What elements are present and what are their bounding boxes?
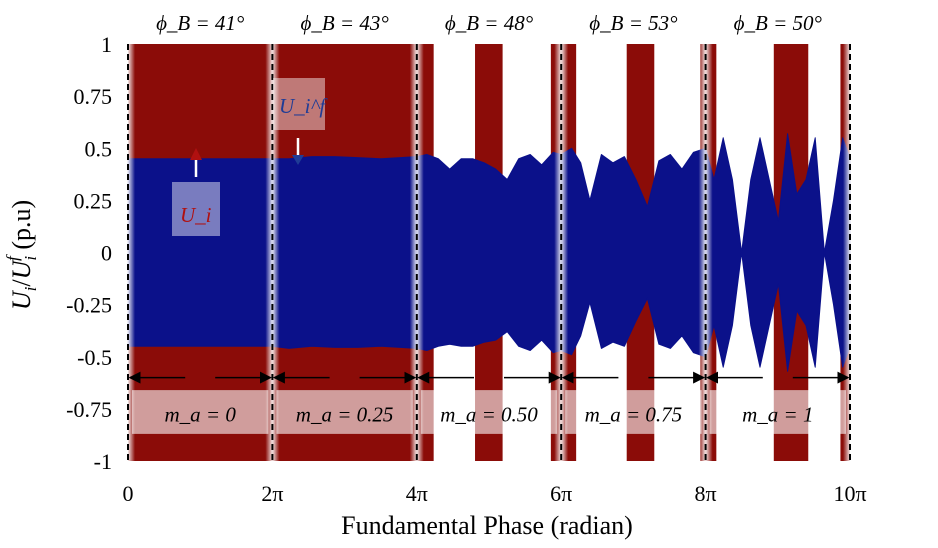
x-tick-label-5: 10π <box>833 481 866 506</box>
boundary-glow-l-3-0 <box>554 44 562 461</box>
boundary-glow-l-0-0 <box>121 44 128 461</box>
boundary-glow-r-3-0 <box>561 44 569 461</box>
uif-envelope <box>127 133 851 372</box>
x-axis-ticks: 0 2π 4π 6π 8π 10π <box>123 481 867 506</box>
uif-annotation: U_i^f <box>279 94 328 118</box>
y-axis-title: Ui/Uif (p.u) <box>3 200 40 310</box>
phi-label-4: ϕ_B = 50° <box>734 11 823 35</box>
y-tick-label-2: 0.5 <box>85 136 113 161</box>
phi-label-0: ϕ_B = 41° <box>156 11 245 35</box>
ma-label-3: m_a = 0.75 <box>585 402 683 426</box>
uif-arrow-head <box>292 155 304 165</box>
boundary-glow-r-4-1 <box>849 44 857 461</box>
phi-label-1: ϕ_B = 43° <box>300 11 389 35</box>
ma-box-1 <box>276 390 413 434</box>
boundary-glow-l-2-0 <box>409 44 417 461</box>
x-tick-label-1: 2π <box>261 481 283 506</box>
x-tick-label-3: 6π <box>550 481 572 506</box>
phi-label-2: ϕ_B = 48° <box>445 11 534 35</box>
ma-box-4 <box>709 390 846 434</box>
boundary-glow-l-4-0 <box>698 44 706 461</box>
y-tick-label-4: 0 <box>101 241 112 266</box>
boundary-glow-l-4-1 <box>842 44 850 461</box>
x-tick-label-0: 0 <box>123 481 134 506</box>
ma-label-4: m_a = 1 <box>742 402 813 426</box>
phi-label-3: ϕ_B = 53° <box>589 11 678 35</box>
ma-box-0 <box>132 390 269 434</box>
svg-text:Ui/Uif (p.u): Ui/Uif (p.u) <box>3 200 40 310</box>
y-tick-label-8: -1 <box>94 449 112 474</box>
ma-label-0: m_a = 0 <box>165 402 237 426</box>
x-axis-title: Fundamental Phase (radian) <box>341 511 633 540</box>
ui-arrow-head <box>190 148 202 160</box>
ui-annotation: U_i <box>180 203 212 227</box>
boundary-glow-l-1-0 <box>265 44 273 461</box>
ui-annotation-box <box>172 182 220 236</box>
y-tick-label-0: 1 <box>101 32 112 57</box>
boundary-glow-r-1-0 <box>272 44 280 461</box>
y-axis-ticks: 1 0.75 0.5 0.25 0 -0.25 -0.5 -0.75 -1 <box>66 32 112 474</box>
boundary-glow-r-0-0 <box>128 44 135 461</box>
x-tick-label-2: 4π <box>406 481 428 506</box>
ma-label-2: m_a = 0.50 <box>440 402 538 426</box>
y-tick-label-3: 0.25 <box>74 188 113 213</box>
y-tick-label-6: -0.5 <box>77 345 112 370</box>
ma-box-2 <box>420 390 558 434</box>
boundary-glow-r-4-0 <box>705 44 713 461</box>
ma-label-1: m_a = 0.25 <box>296 402 394 426</box>
y-tick-label-7: -0.75 <box>66 397 112 422</box>
y-tick-label-5: -0.25 <box>66 293 112 318</box>
x-tick-label-4: 8π <box>695 481 717 506</box>
boundary-glow-r-2-0 <box>416 44 424 461</box>
plot-area: m_a = 0 ϕ_B = 41° m_a = 0.25 ϕ_B = 43° m_a =… <box>121 11 857 461</box>
ma-box-3 <box>565 390 702 434</box>
y-tick-label-1: 0.75 <box>74 84 113 109</box>
uif-annotation-box <box>273 78 325 130</box>
